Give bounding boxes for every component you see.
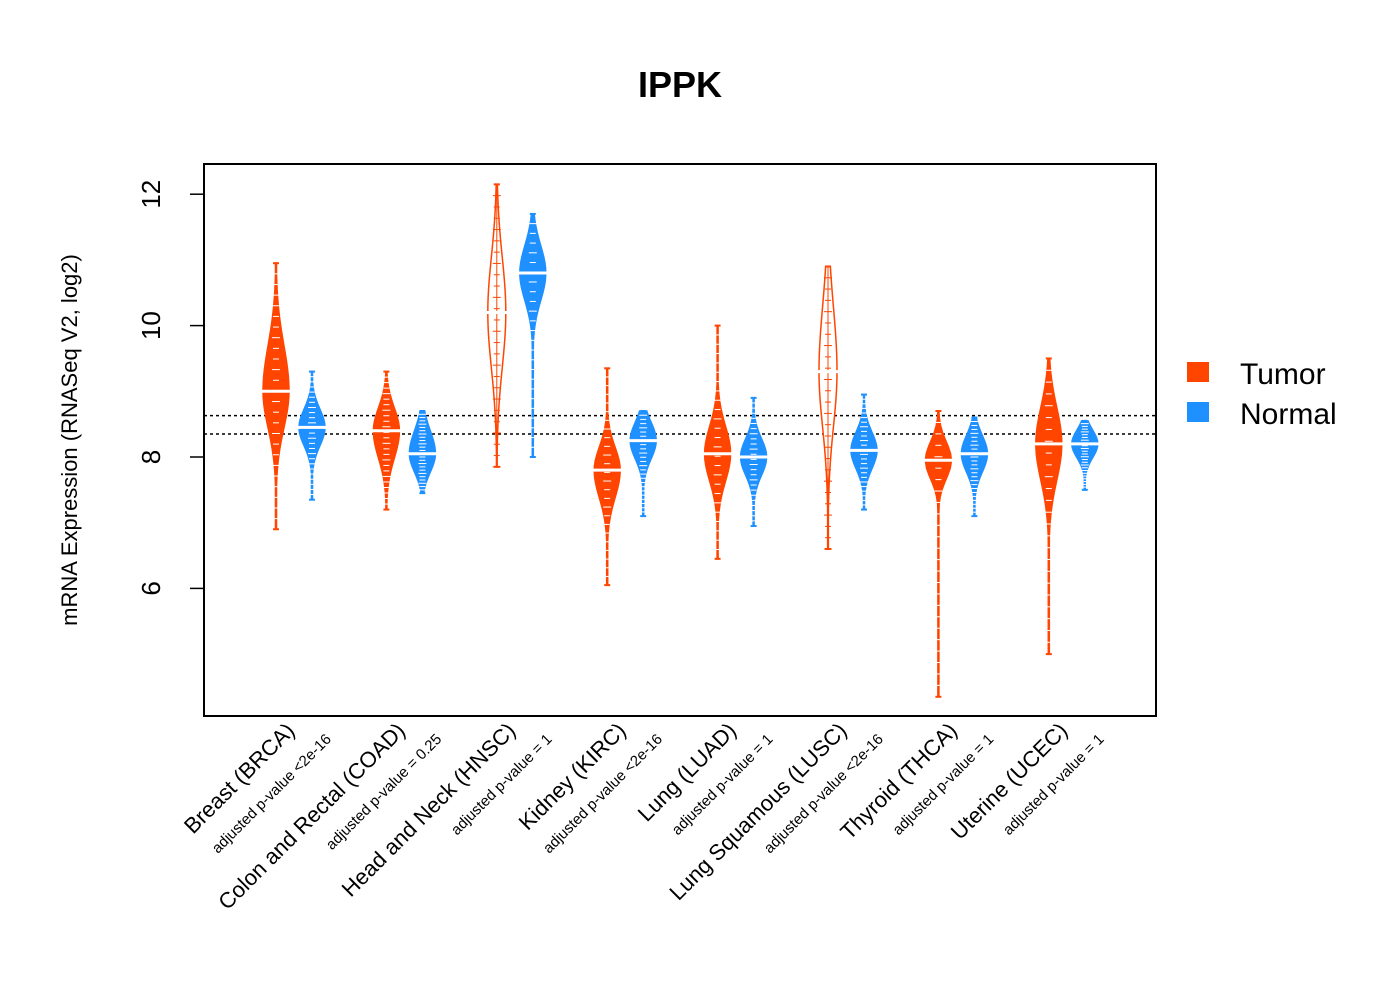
bean-tumor-3: [592, 367, 623, 587]
y-tick-label-12: 12: [136, 180, 166, 209]
legend-label-normal: Normal: [1240, 398, 1337, 431]
bean-tumor-4: [702, 324, 733, 560]
legend: Tumor Normal: [1187, 358, 1337, 431]
bean-tumor-6: [923, 410, 954, 698]
bean-normal-4: [738, 396, 769, 527]
legend-swatch-tumor: [1187, 362, 1209, 382]
x-axis-labels: Breast (BRCA)adjusted p-value <2e-16Colo…: [179, 718, 1108, 915]
legend-label-tumor: Tumor: [1240, 358, 1326, 391]
bean-normal-2: [517, 212, 548, 458]
legend-swatch-normal: [1187, 402, 1209, 422]
bean-normal-0: [297, 370, 327, 501]
bean-tumor-1: [371, 370, 402, 511]
y-axis: 6 8 10 12: [136, 180, 205, 596]
bean-tumor-5: [813, 265, 843, 550]
bean-normal-1: [407, 410, 438, 495]
plot-frame: [203, 163, 1157, 717]
bean-tumor-2: [481, 183, 512, 468]
bean-normal-5: [849, 393, 879, 511]
y-tick-label-10: 10: [136, 311, 166, 340]
bean-tumor-0: [261, 262, 291, 531]
y-tick-label-8: 8: [136, 450, 166, 464]
plot-layer: [204, 183, 1156, 698]
y-tick-label-6: 6: [136, 581, 166, 595]
bean-normal-3: [628, 410, 659, 518]
bean-normal-7: [1069, 419, 1100, 491]
chart-title: IPPK: [638, 64, 722, 105]
y-axis-label: mRNA Expression (RNASeq V2, log2): [57, 254, 82, 626]
bean-normal-6: [959, 416, 990, 518]
bean-tumor-7: [1033, 357, 1064, 656]
